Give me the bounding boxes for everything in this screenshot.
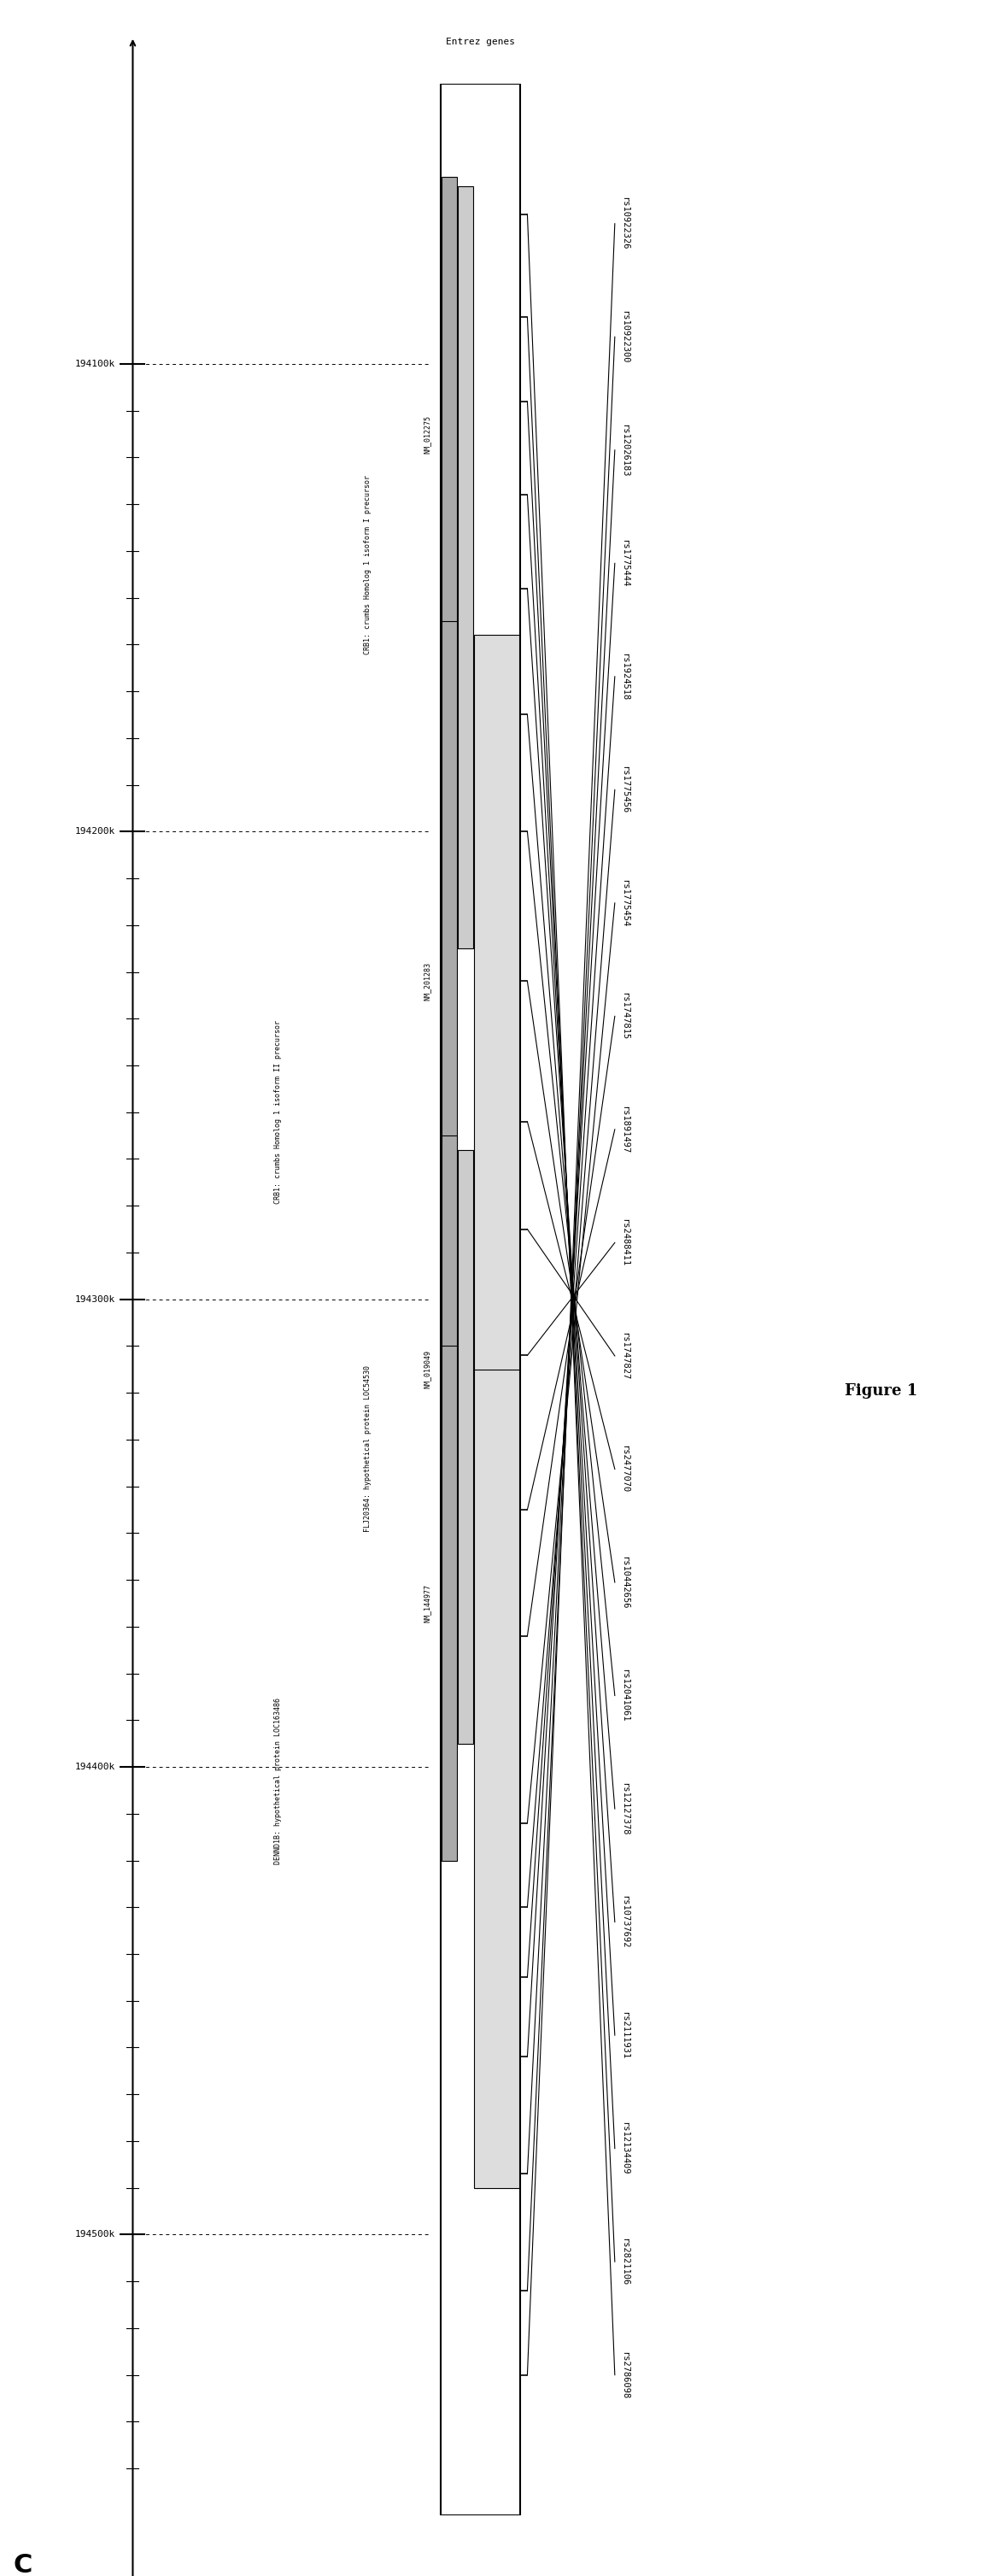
Text: Entrez genes: Entrez genes	[446, 39, 516, 46]
Text: rs1775454: rs1775454	[620, 878, 629, 927]
Text: rs12026183: rs12026183	[620, 422, 629, 477]
Text: C: C	[13, 2553, 33, 2576]
Bar	[474, 636, 520, 1579]
Text: 194200k: 194200k	[74, 827, 115, 835]
Text: rs12127378: rs12127378	[620, 1783, 629, 1837]
Bar	[441, 621, 457, 1347]
Bar	[440, 82, 521, 2514]
Text: rs12041061: rs12041061	[620, 1669, 629, 1723]
Text: rs2477070: rs2477070	[620, 1445, 629, 1494]
Text: rs1747815: rs1747815	[620, 992, 629, 1041]
Text: 194400k: 194400k	[74, 1762, 115, 1772]
Text: rs1775444: rs1775444	[620, 538, 629, 587]
Text: rs12134409: rs12134409	[620, 2123, 629, 2174]
Text: NM_144977: NM_144977	[423, 1584, 430, 1623]
Text: 194500k: 194500k	[74, 2231, 115, 2239]
Bar	[441, 1136, 457, 1602]
Text: NM_012275: NM_012275	[423, 415, 430, 453]
Text: CRB1: crumbs Homolog 1 isoform I precursor: CRB1: crumbs Homolog 1 isoform I precurs…	[363, 477, 371, 654]
Text: rs1891497: rs1891497	[620, 1105, 629, 1154]
Bar	[458, 185, 473, 948]
Text: rs2111931: rs2111931	[620, 2012, 629, 2058]
Text: rs10737692: rs10737692	[620, 1896, 629, 1947]
Text: rs1747827: rs1747827	[620, 1332, 629, 1381]
Text: rs1924518: rs1924518	[620, 652, 629, 701]
Text: rs2488411: rs2488411	[620, 1218, 629, 1267]
Text: rs10922326: rs10922326	[620, 196, 629, 250]
Text: DENND1B: hypothetical protein LOC163486: DENND1B: hypothetical protein LOC163486	[274, 1698, 282, 1865]
Text: rs10922300: rs10922300	[620, 309, 629, 363]
Text: rs2786098: rs2786098	[620, 2352, 629, 2398]
Bar	[441, 178, 457, 714]
Text: Figure 1: Figure 1	[845, 1383, 917, 1399]
Text: CRB1: crumbs Homolog 1 isoform II precursor: CRB1: crumbs Homolog 1 isoform II precur…	[274, 1020, 282, 1203]
Text: rs1775456: rs1775456	[620, 765, 629, 814]
Text: 194300k: 194300k	[74, 1296, 115, 1303]
Bar	[474, 1370, 520, 2187]
Bar	[458, 1149, 473, 1744]
Text: rs10442656: rs10442656	[620, 1556, 629, 1610]
Text: rs2821106: rs2821106	[620, 2239, 629, 2285]
Text: FLJ20364: hypothetical protein LOC54530: FLJ20364: hypothetical protein LOC54530	[363, 1365, 371, 1533]
Text: 194100k: 194100k	[74, 361, 115, 368]
Bar	[441, 1347, 457, 1860]
Text: NM_201283: NM_201283	[423, 961, 430, 999]
Text: NM_019049: NM_019049	[423, 1350, 430, 1388]
